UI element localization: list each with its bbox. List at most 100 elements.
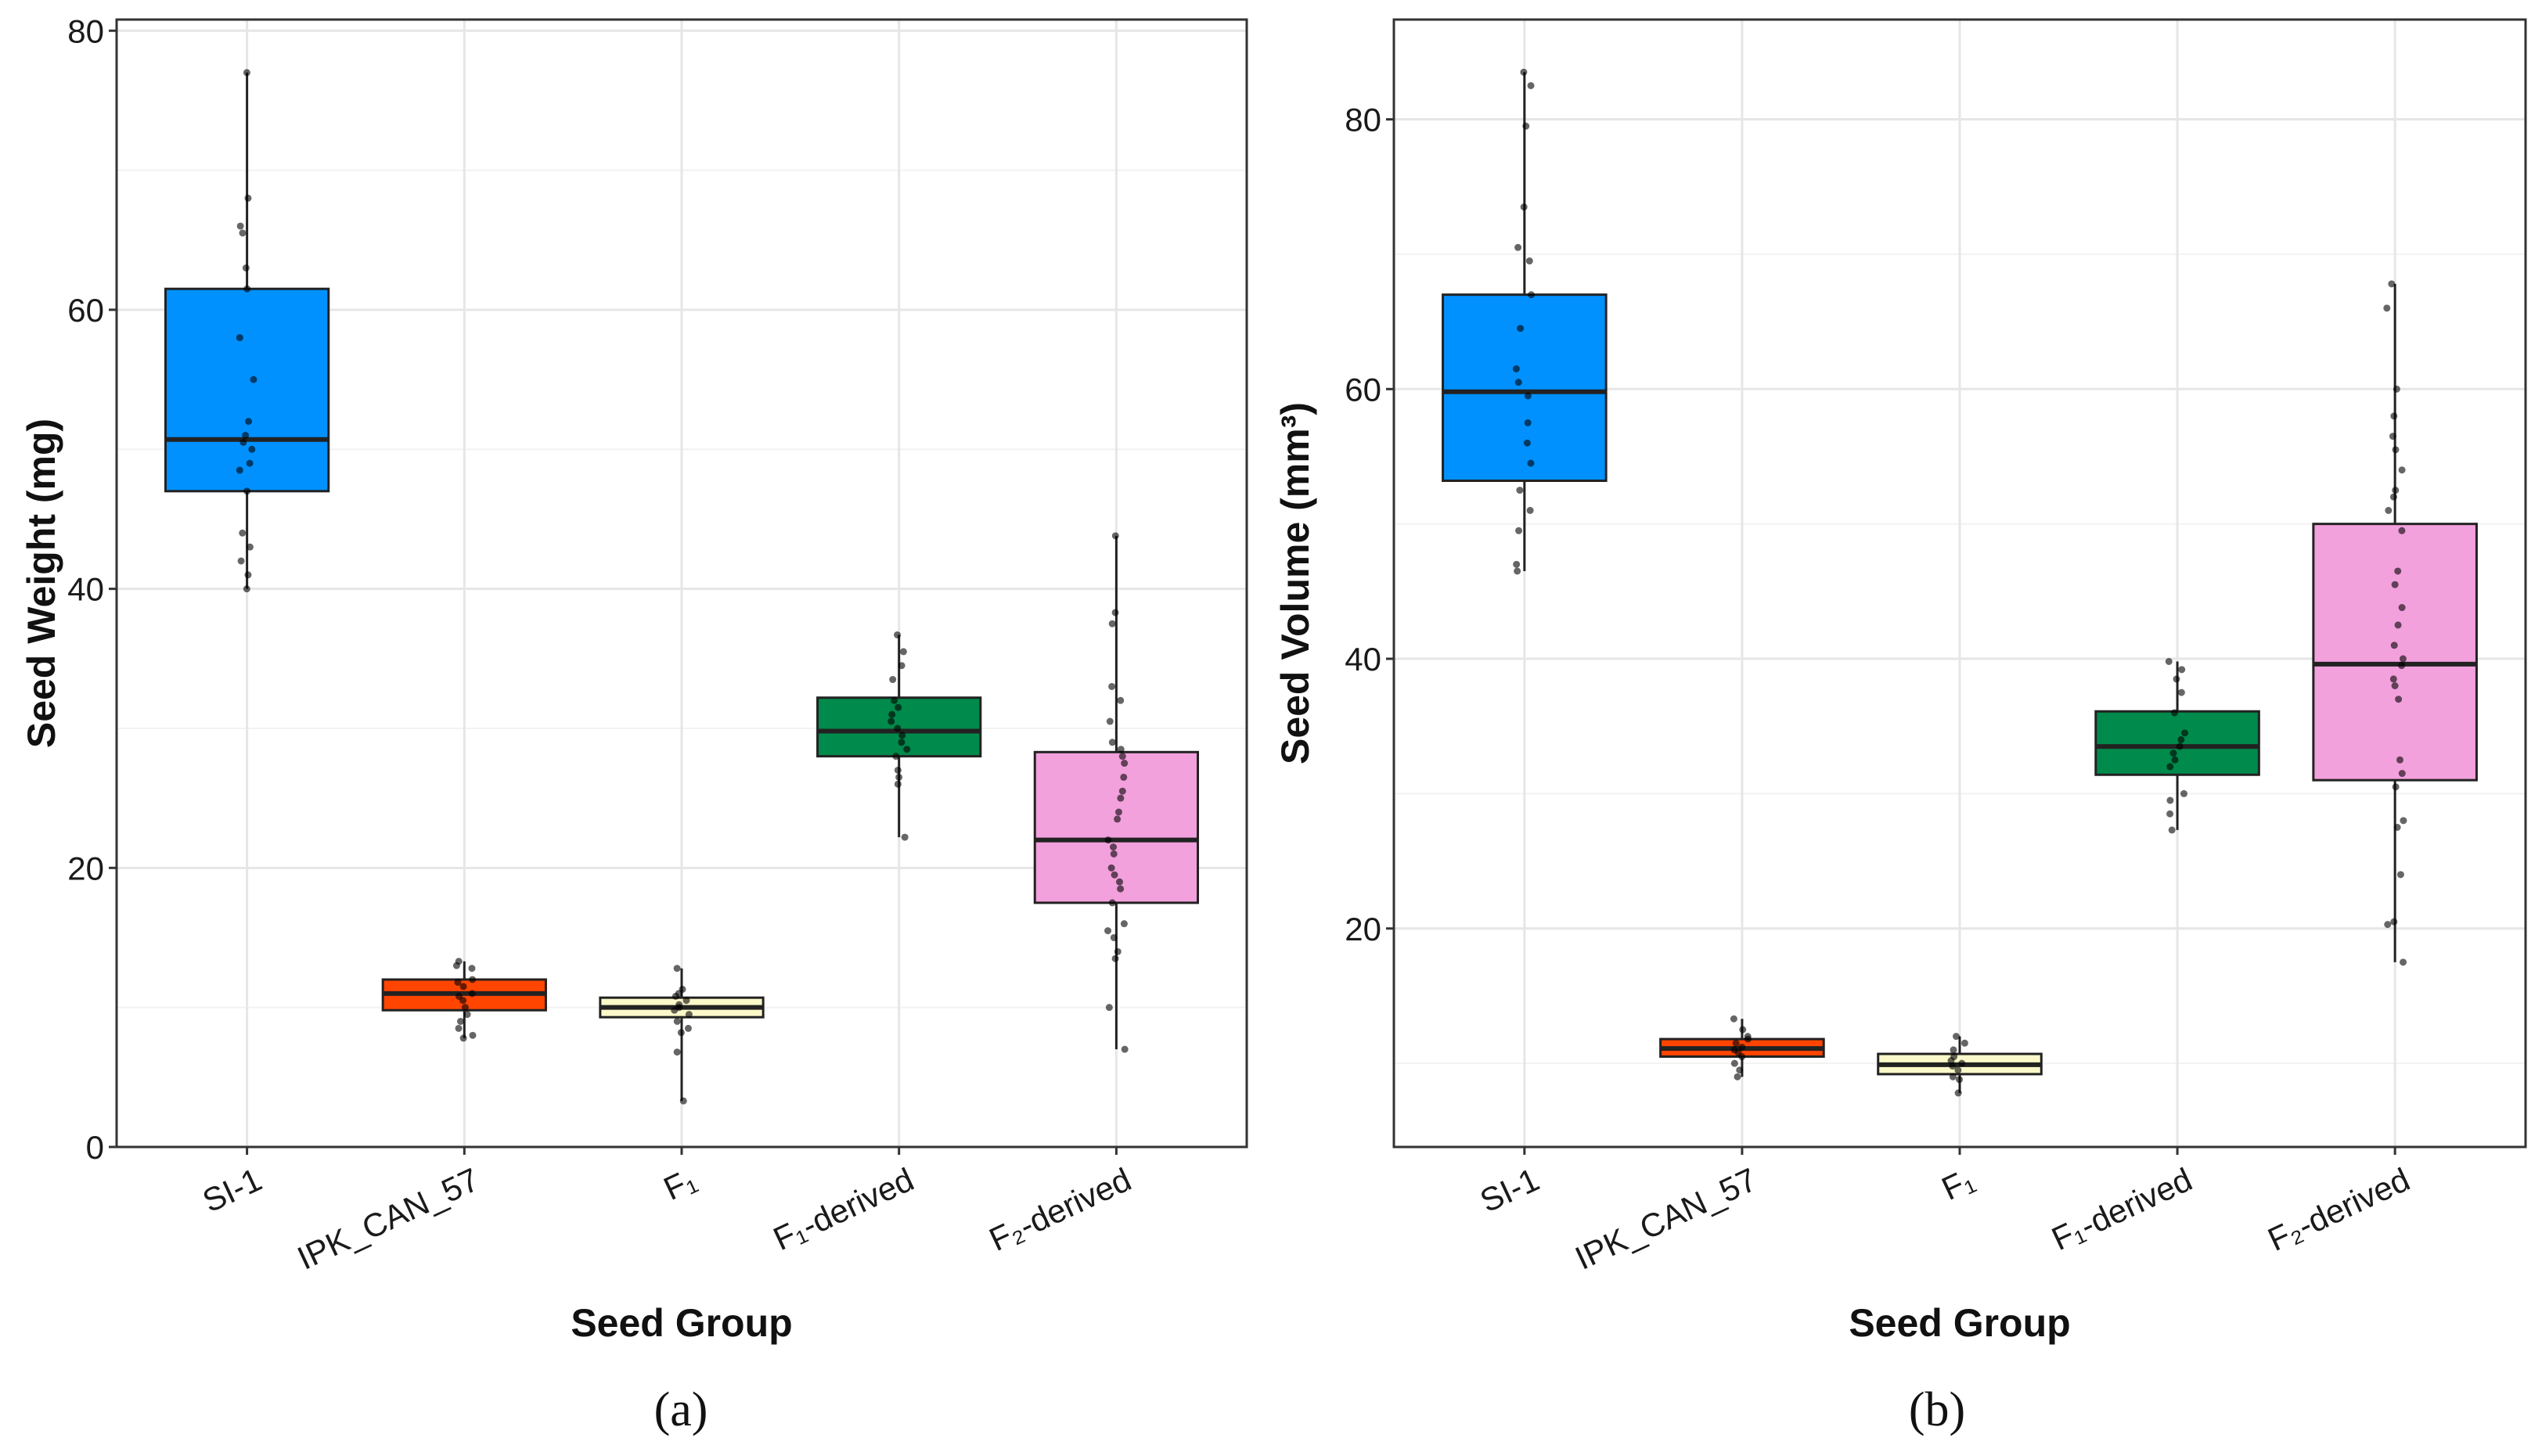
box-2 xyxy=(599,965,765,1105)
data-point xyxy=(2394,621,2402,629)
data-point xyxy=(2385,506,2393,514)
data-point xyxy=(2171,756,2179,764)
data-point xyxy=(682,997,690,1005)
data-point xyxy=(2390,918,2398,926)
x-tick-label: F₂-derived xyxy=(984,1161,1136,1258)
data-point xyxy=(1954,1089,1962,1097)
data-point xyxy=(250,376,257,383)
data-point xyxy=(1512,365,1520,372)
data-point xyxy=(673,1048,681,1056)
data-point xyxy=(1527,459,1535,467)
x-tick-label: SI-1 xyxy=(1474,1161,1545,1220)
data-point xyxy=(1104,927,1112,935)
box-iqr xyxy=(164,287,330,493)
data-point xyxy=(243,585,250,593)
data-point xyxy=(1118,753,1126,760)
x-tick-label: IPK_CAN_57 xyxy=(292,1161,484,1277)
data-point xyxy=(2181,729,2189,737)
data-point xyxy=(2396,871,2404,879)
data-point xyxy=(1961,1039,1968,1047)
data-point xyxy=(1514,567,1521,575)
data-point xyxy=(468,990,476,998)
data-point xyxy=(243,69,250,77)
data-point xyxy=(1524,392,1532,400)
data-point xyxy=(894,766,902,774)
data-point xyxy=(1117,696,1125,704)
data-point xyxy=(2392,487,2400,494)
data-point xyxy=(236,334,243,342)
data-point xyxy=(894,631,902,638)
data-point xyxy=(1956,1076,1964,1084)
data-point xyxy=(456,1017,464,1025)
data-point xyxy=(1947,1057,1955,1065)
data-point xyxy=(894,780,902,788)
data-point xyxy=(1111,954,1119,962)
data-point xyxy=(2171,709,2179,717)
box-3 xyxy=(2094,657,2260,834)
data-point xyxy=(894,724,902,732)
data-point xyxy=(1117,885,1125,893)
data-point xyxy=(1527,81,1535,89)
data-point xyxy=(2178,666,2186,674)
data-point xyxy=(889,676,897,684)
data-point xyxy=(245,418,253,426)
data-point xyxy=(2177,688,2185,696)
data-point xyxy=(2398,770,2406,778)
x-tick-label: F₁-derived xyxy=(768,1161,919,1258)
data-point xyxy=(1108,899,1116,907)
y-axis-title: Seed Volume (mm³) xyxy=(1273,402,1317,764)
data-point xyxy=(1515,527,1523,534)
data-point xyxy=(901,833,909,841)
data-point xyxy=(2393,823,2401,831)
x-tick-label: F₁-derived xyxy=(2046,1161,2197,1258)
data-point xyxy=(1110,933,1118,941)
data-point xyxy=(2398,604,2406,612)
data-point xyxy=(1736,1066,1744,1074)
x-tick-label: IPK_CAN_57 xyxy=(1569,1161,1762,1277)
data-point xyxy=(891,696,898,704)
data-point xyxy=(2177,735,2185,743)
data-point xyxy=(1949,1062,1957,1070)
data-point xyxy=(673,1017,681,1025)
data-point xyxy=(2168,826,2176,834)
data-point xyxy=(2165,657,2173,665)
box-0 xyxy=(164,69,330,593)
data-point xyxy=(2173,675,2180,683)
box-4 xyxy=(1033,532,1200,1053)
data-point xyxy=(2392,783,2400,791)
data-point xyxy=(898,662,906,670)
data-point xyxy=(2166,810,2174,818)
data-point xyxy=(1115,878,1123,886)
x-tick-label: F₁ xyxy=(658,1161,702,1207)
data-point xyxy=(1734,1073,1741,1080)
data-point xyxy=(1513,560,1521,568)
data-point xyxy=(459,983,467,990)
box-4 xyxy=(2312,280,2478,966)
data-point xyxy=(898,732,906,739)
data-point xyxy=(895,773,903,781)
data-point xyxy=(1528,291,1536,299)
data-point xyxy=(1525,257,1533,265)
data-point xyxy=(1111,871,1118,879)
plot-border xyxy=(115,18,1248,1149)
data-point xyxy=(671,1006,679,1014)
data-point xyxy=(1739,1026,1747,1034)
data-point xyxy=(459,997,467,1005)
data-point xyxy=(1111,609,1119,617)
data-point xyxy=(2400,958,2407,966)
data-point xyxy=(1738,1043,1746,1051)
data-point xyxy=(899,648,907,656)
data-point xyxy=(1950,1046,1957,1054)
data-point xyxy=(1730,1059,1738,1067)
data-point xyxy=(246,543,254,551)
data-point xyxy=(2176,742,2184,750)
x-axis-title: Seed Group xyxy=(1849,1301,2070,1345)
data-point xyxy=(898,739,906,746)
data-point xyxy=(461,1004,469,1012)
data-point xyxy=(673,965,681,972)
data-point xyxy=(1111,532,1119,540)
box-iqr xyxy=(1442,293,1608,483)
data-point xyxy=(672,992,679,1000)
data-point xyxy=(2389,433,2396,440)
x-tick-label: F₂-derived xyxy=(2263,1161,2415,1258)
